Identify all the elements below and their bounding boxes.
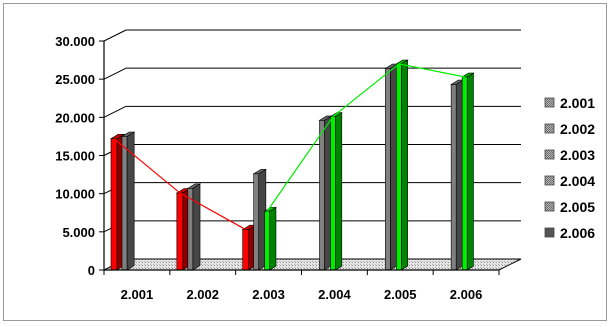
bar [318, 115, 333, 271]
gridline-depth [103, 105, 127, 118]
x-tick-label: 2.006 [450, 287, 483, 302]
bar [450, 79, 465, 271]
y-tick-label: 25.000 [55, 72, 95, 87]
legend-label: 2.006 [560, 225, 595, 241]
x-tick-label: 2.004 [318, 287, 351, 302]
gridline-depth [103, 67, 127, 80]
bar-chart: 0 5.000 10.000 15.000 20.000 25.000 30.000 2.00… [55, 29, 595, 302]
bar-front [176, 192, 184, 271]
legend-label: 2.004 [560, 173, 595, 189]
bar-front [187, 188, 194, 271]
bar [120, 131, 136, 271]
x-tick-label: 2.005 [384, 287, 417, 302]
legend-swatch [544, 97, 555, 108]
y-tick-label: 30.000 [55, 34, 95, 49]
legend-swatch [544, 123, 555, 134]
bar [461, 72, 475, 271]
legend-label: 2.002 [560, 121, 595, 137]
trend-line [113, 138, 246, 231]
bar [329, 112, 343, 271]
chart-frame: 0 5.000 10.000 15.000 20.000 25.000 30.000 2.00… [3, 3, 607, 321]
gridline-depth [103, 29, 127, 42]
bar-front [450, 84, 457, 271]
legend-label: 2.003 [560, 147, 595, 163]
bar-side [335, 112, 343, 271]
legend-swatch [544, 201, 555, 212]
bar [395, 59, 409, 271]
bar-front [461, 76, 468, 271]
bar-front [264, 210, 270, 271]
legend-label: 2.005 [560, 199, 595, 215]
bar-front [121, 136, 128, 271]
bar-front [396, 63, 402, 271]
y-tick-label: 10.000 [55, 187, 95, 202]
bar-front [330, 116, 336, 271]
x-tick-label: 2.002 [186, 287, 219, 302]
bar-front [319, 120, 325, 271]
x-tick-label: 2.003 [252, 287, 285, 302]
bar-front [385, 68, 391, 271]
bar-front [253, 173, 259, 271]
y-tick-label: 0 [88, 263, 95, 278]
legend-label: 2.001 [560, 95, 595, 111]
bar [384, 63, 399, 271]
bar-front [110, 138, 118, 271]
bar-side [192, 183, 201, 271]
legend-swatch [544, 227, 555, 238]
bar [186, 183, 202, 271]
bar [252, 168, 267, 271]
bar-side [466, 72, 474, 271]
trend-line [266, 63, 465, 212]
y-tick-label: 15.000 [55, 149, 95, 164]
y-tick-label: 5.000 [62, 225, 95, 240]
legend-swatch [544, 149, 555, 160]
x-tick-label: 2.001 [121, 287, 154, 302]
bar [263, 206, 278, 271]
bar-front [242, 229, 249, 271]
y-tick-label: 20.000 [55, 110, 95, 125]
bar-side [269, 206, 277, 271]
legend-swatch [544, 175, 555, 186]
bar-side [401, 59, 408, 271]
